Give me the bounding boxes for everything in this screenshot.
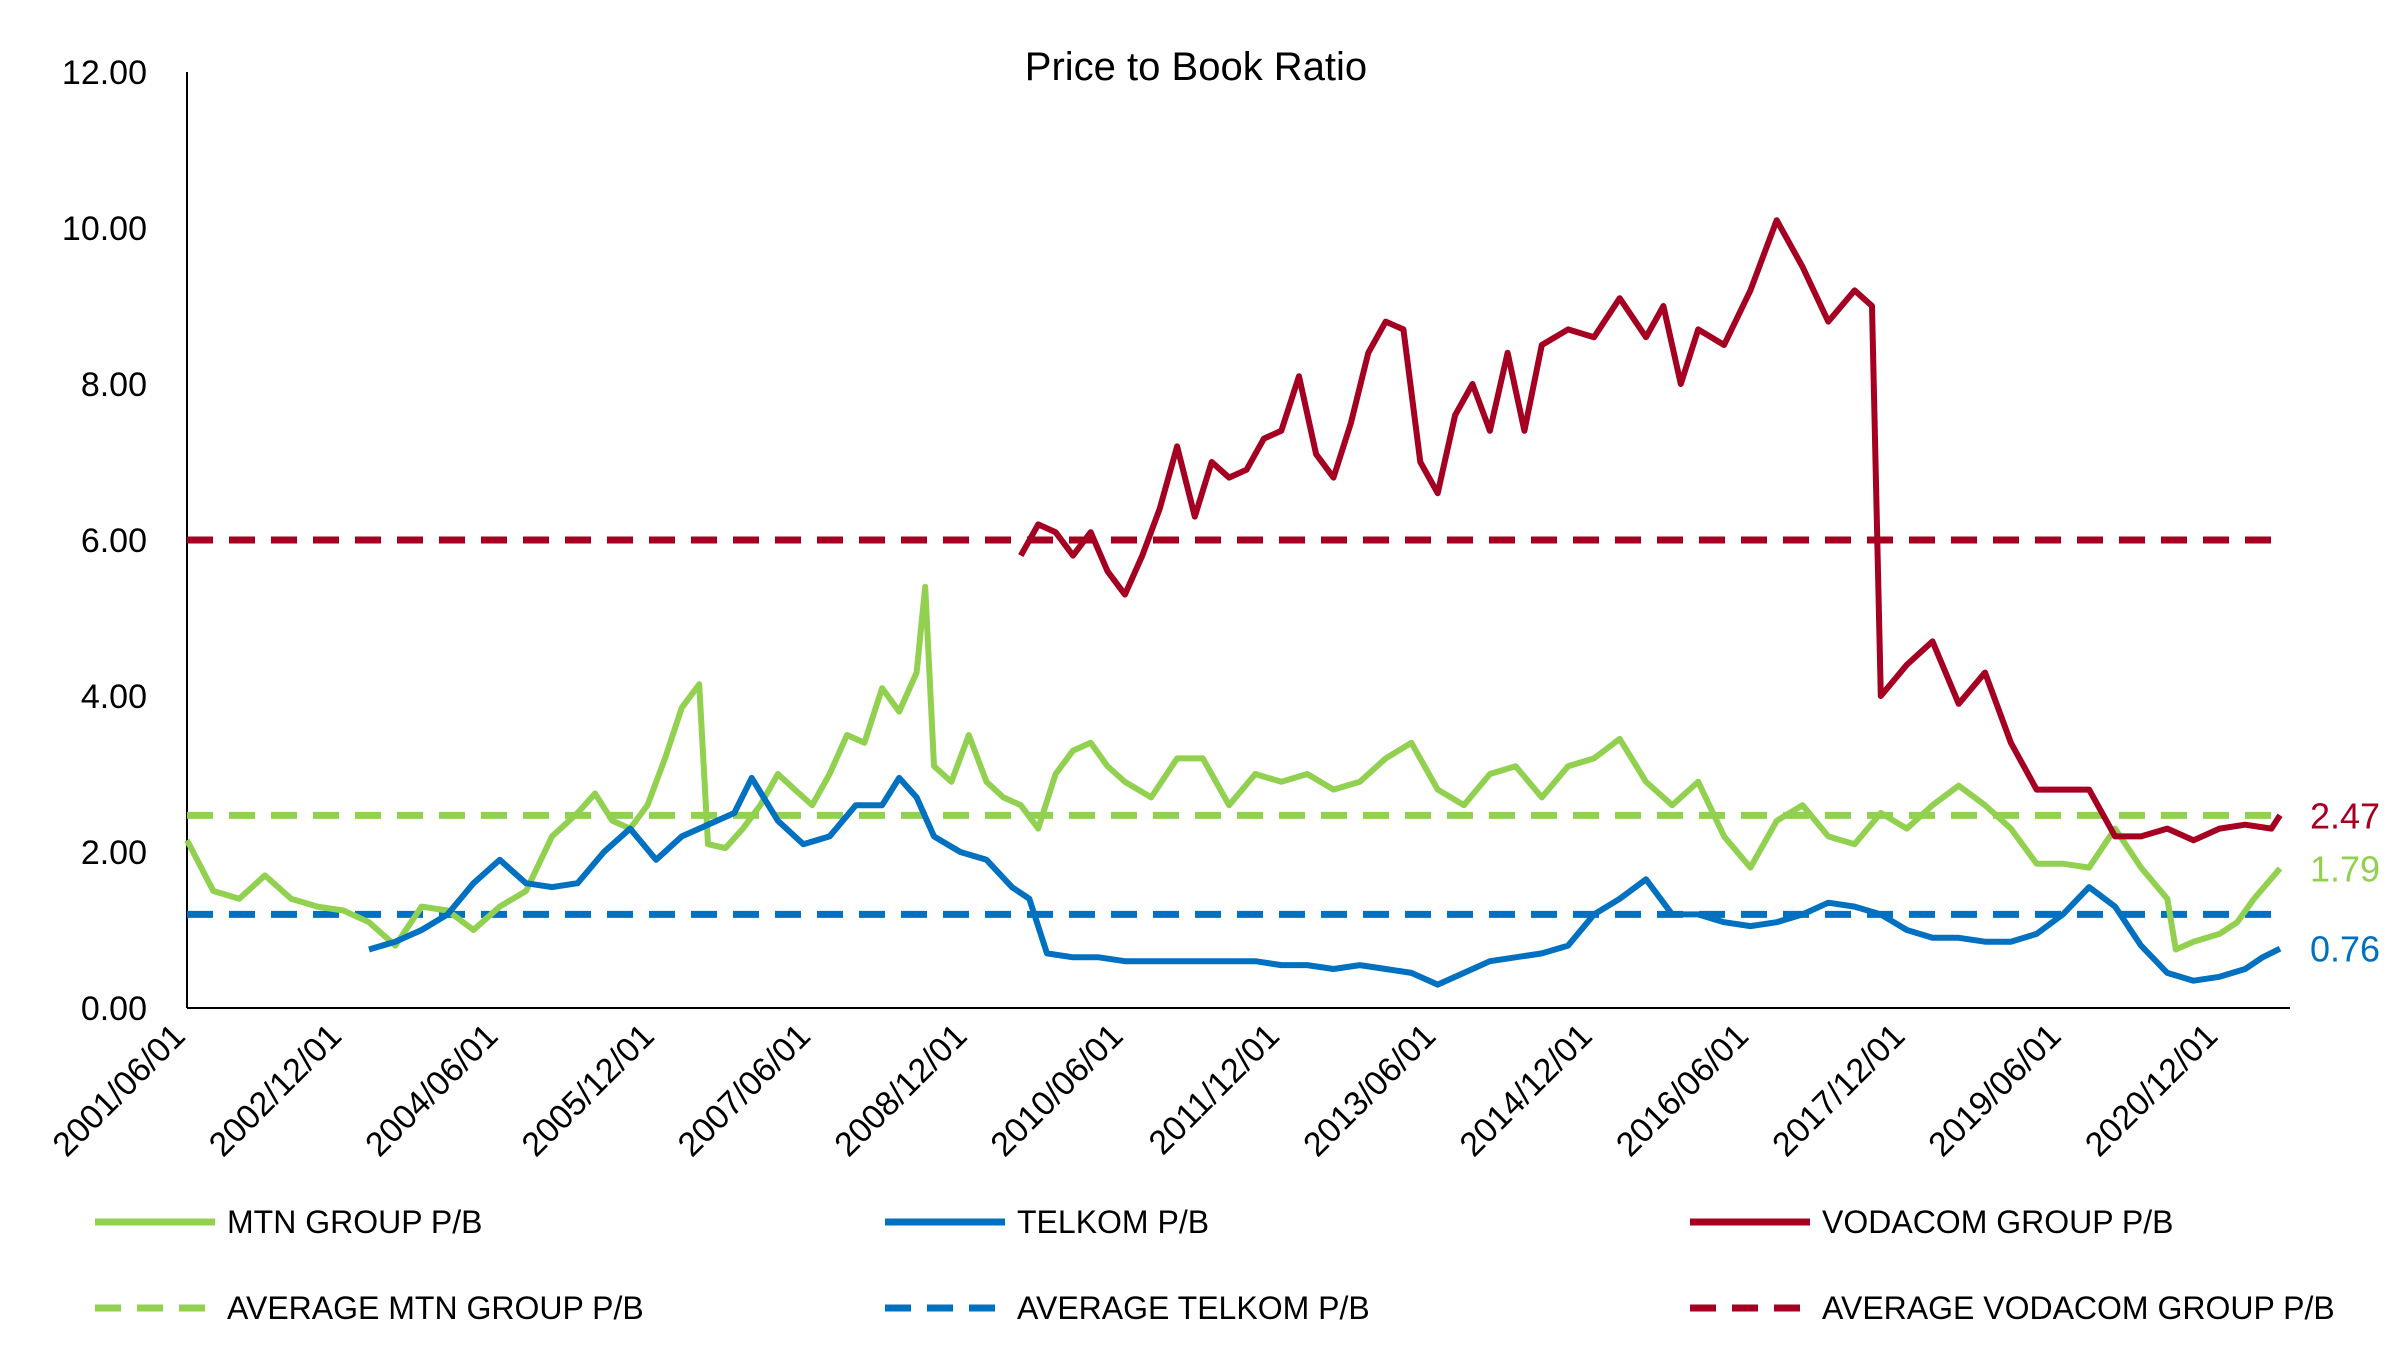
x-tick-label: 2010/06/01: [983, 1017, 1130, 1164]
legend-label: TELKOM P/B: [1017, 1204, 1209, 1240]
x-tick-label: 2007/06/01: [671, 1017, 818, 1164]
x-tick-label: 2004/06/01: [358, 1017, 505, 1164]
x-tick-label: 2011/12/01: [1142, 1017, 1287, 1162]
series-end-label: 2.47: [2310, 795, 2380, 836]
y-tick-label: 4.00: [81, 678, 147, 716]
chart-title: Price to Book Ratio: [1025, 45, 1367, 89]
x-tick-label: 2002/12/01: [202, 1017, 349, 1164]
y-tick-label: 6.00: [81, 522, 147, 560]
series-line: [184, 583, 2283, 953]
x-tick-label: 2020/12/01: [2078, 1017, 2225, 1164]
series-line: [368, 774, 2282, 988]
y-tick-label: 12.00: [62, 54, 147, 92]
x-tick-label: 2019/06/01: [1921, 1017, 2068, 1164]
x-tick-label: 2008/12/01: [827, 1017, 974, 1164]
y-tick-label: 10.00: [62, 210, 147, 248]
legend-label: MTN GROUP P/B: [227, 1204, 482, 1240]
y-axis: 0.00 2.00 4.00 6.00 8.00 10.00 12.00: [62, 54, 188, 1028]
y-tick-label: 2.00: [81, 834, 147, 872]
x-tick-label: 2005/12/01: [515, 1017, 662, 1164]
y-tick-label: 0.00: [81, 990, 147, 1028]
x-tick-label: 2017/12/01: [1765, 1017, 1912, 1164]
series-line: [1018, 217, 2283, 844]
x-tick-label: 2016/06/01: [1609, 1017, 1756, 1164]
x-tick-label: 2013/06/01: [1296, 1017, 1443, 1164]
series-end-label: 0.76: [2310, 929, 2380, 970]
legend: MTN GROUP P/B TELKOM P/B VODACOM GROUP P/B…: [95, 1204, 2335, 1326]
end-labels: 1.79 0.76 2.47: [2310, 795, 2380, 969]
series-lines: [184, 217, 2283, 988]
legend-label: AVERAGE VODACOM GROUP P/B: [1822, 1290, 2335, 1326]
legend-label: AVERAGE TELKOM P/B: [1017, 1290, 1370, 1326]
legend-label: AVERAGE MTN GROUP P/B: [227, 1290, 644, 1326]
series-end-label: 1.79: [2310, 848, 2380, 889]
legend-label: VODACOM GROUP P/B: [1822, 1204, 2173, 1240]
x-axis: 2001/06/01 2002/12/01 2004/06/01 2005/12/01…: [45, 1007, 2290, 1164]
x-tick-label: 2001/06/01: [45, 1017, 192, 1164]
y-tick-label: 8.00: [81, 366, 147, 404]
x-tick-label: 2014/12/01: [1452, 1017, 1599, 1164]
